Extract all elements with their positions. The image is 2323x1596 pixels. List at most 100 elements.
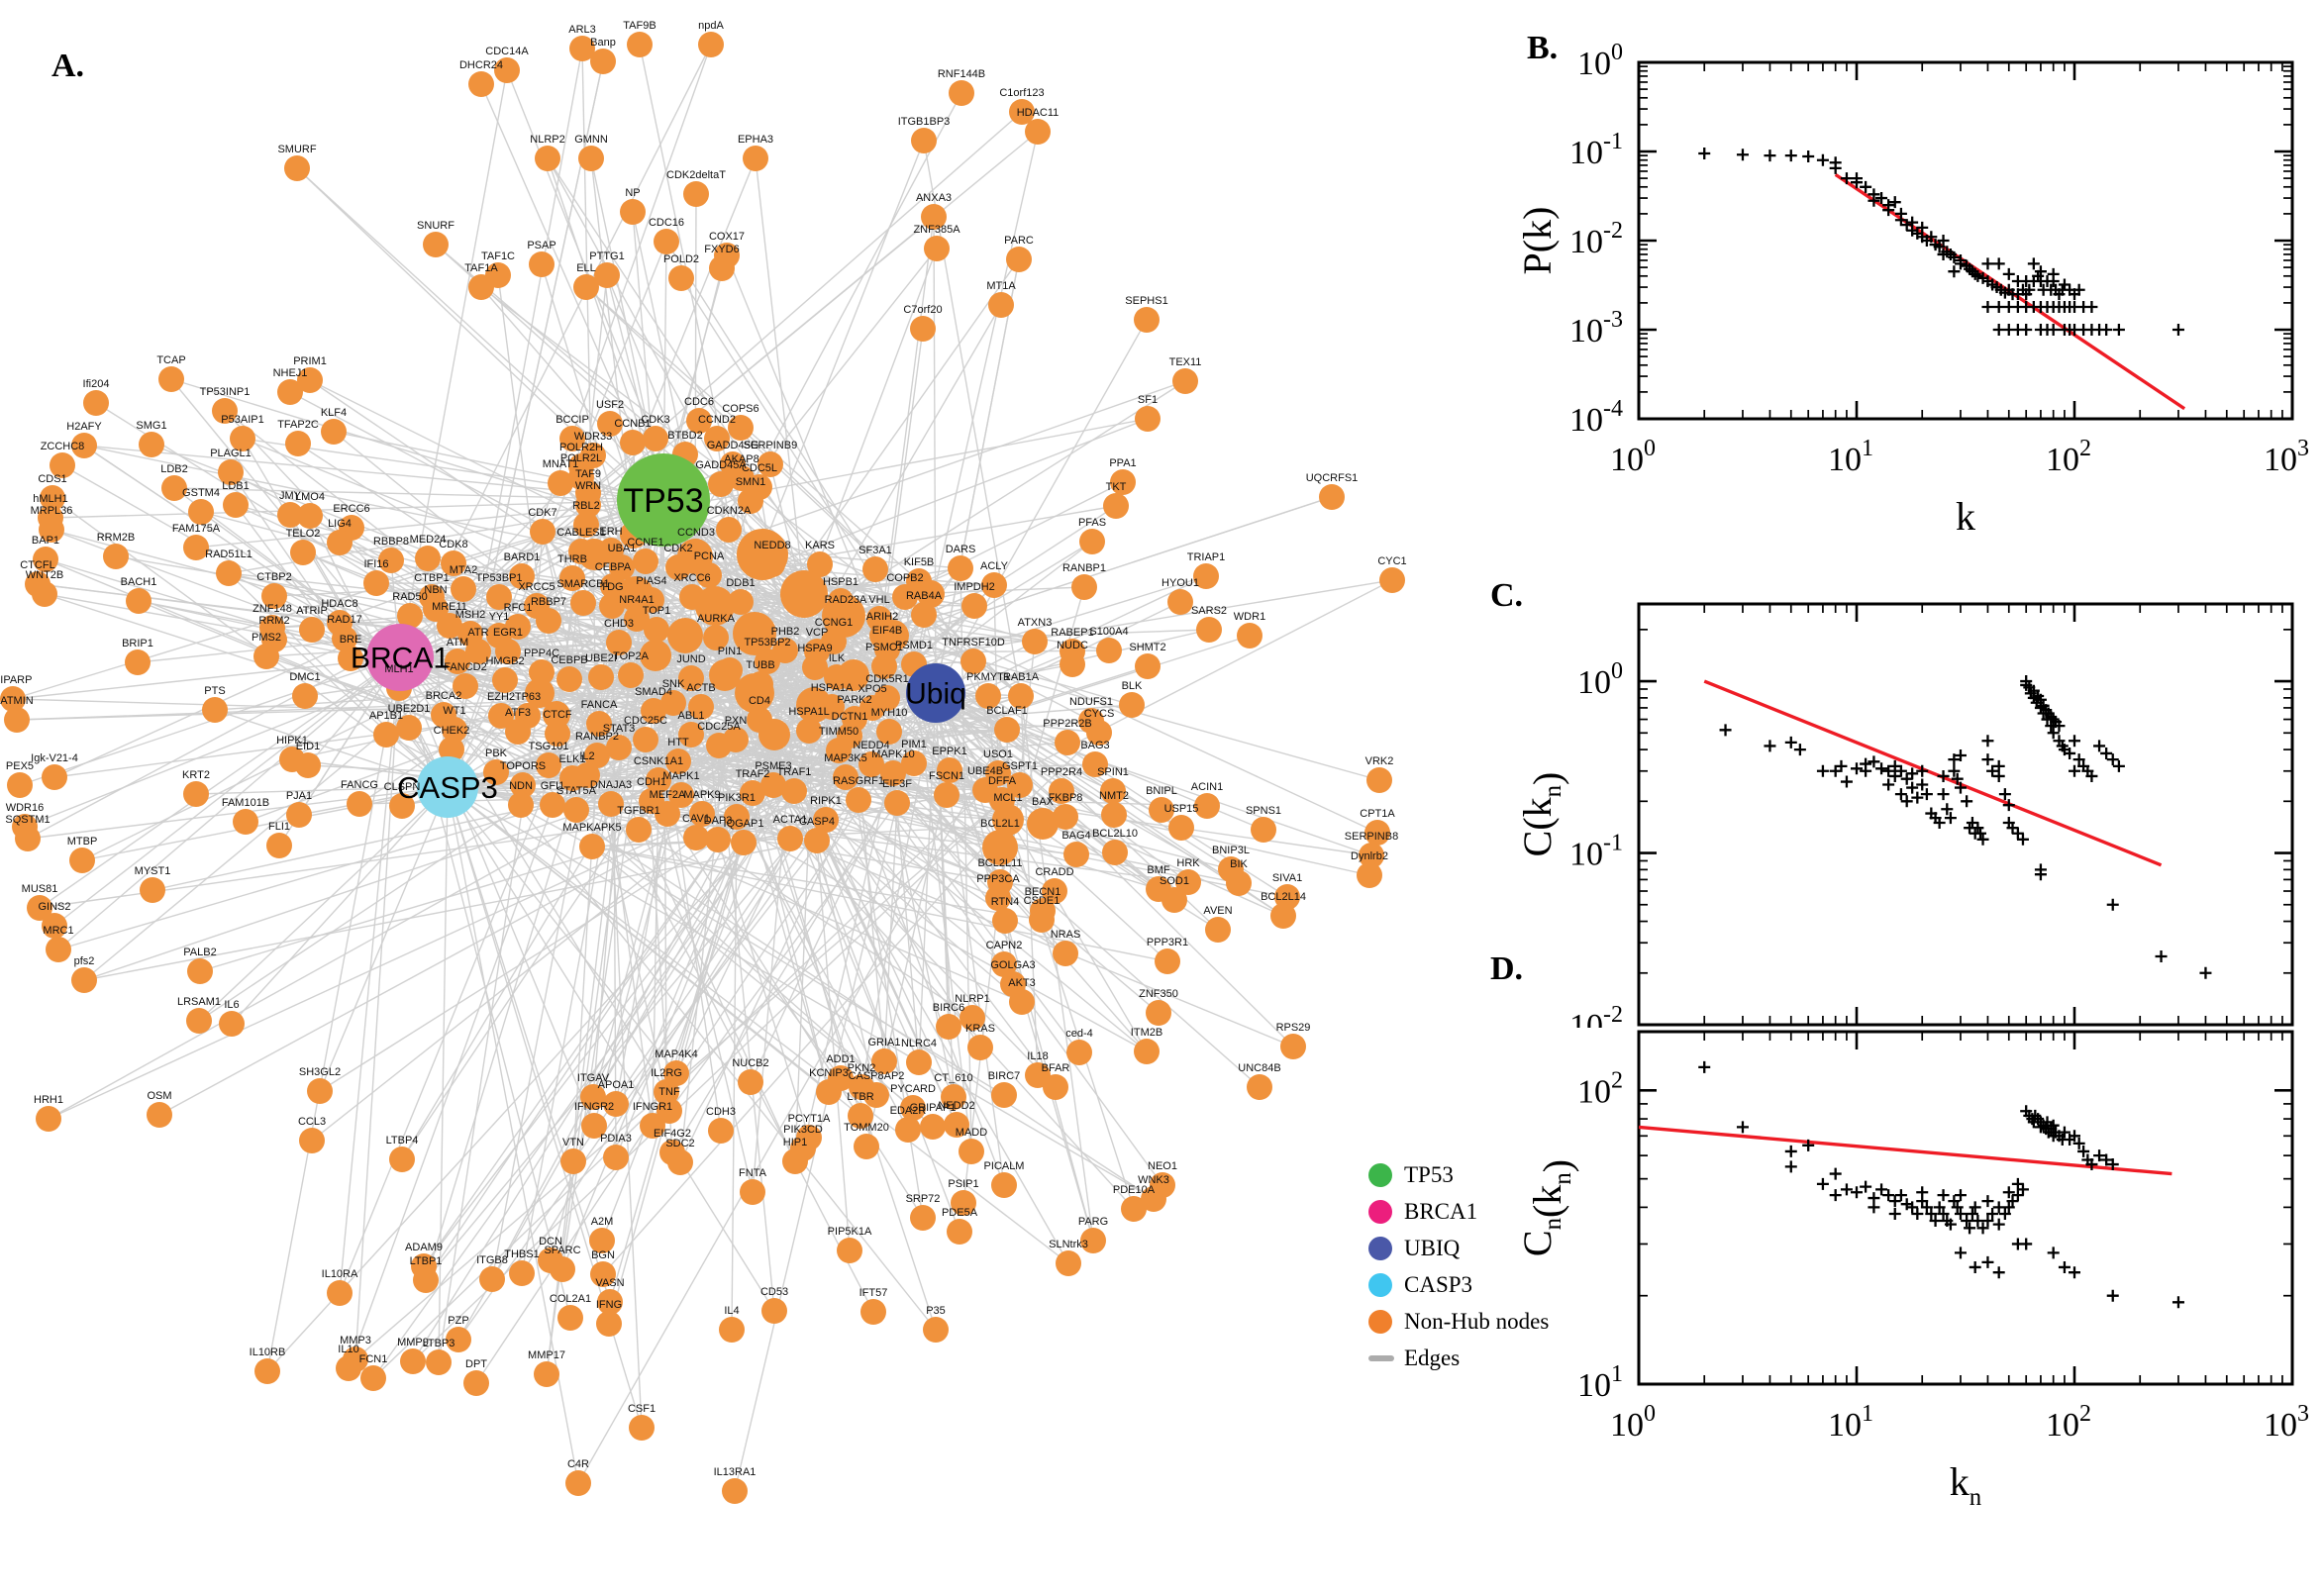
svg-text:100: 100 — [1610, 436, 1656, 478]
network-node-label: HIPK1 — [276, 735, 308, 747]
network-node — [735, 673, 774, 713]
network-node-label: PSMC1 — [865, 642, 903, 653]
network-node — [876, 719, 902, 745]
network-node — [453, 673, 478, 699]
network-node-label: WNK3 — [1138, 1174, 1169, 1186]
network-node-label: XRCC6 — [673, 572, 710, 584]
network-node-label: BAX — [1032, 796, 1055, 808]
network-node-label: SDC2 — [665, 1138, 694, 1149]
svg-text:103: 103 — [2264, 1401, 2309, 1444]
network-node — [33, 547, 58, 572]
network-node — [1247, 1074, 1272, 1100]
network-node — [959, 1139, 984, 1164]
network-node-label: THRB — [557, 553, 587, 565]
network-node-label: IFT57 — [859, 1287, 888, 1299]
network-node-label: PIP5K1A — [828, 1226, 872, 1238]
network-node-label: NDUFS1 — [1069, 696, 1113, 708]
network-node-label: SPNS1 — [1246, 805, 1281, 817]
network-node-label: FXYD6 — [704, 244, 739, 255]
network-node — [703, 625, 729, 650]
network-node-label: CD4 — [749, 695, 770, 707]
panel-d-label: D. — [1490, 950, 1524, 987]
network-node-label: PDE10A — [1113, 1184, 1156, 1196]
network-node-label: IL6 — [224, 999, 239, 1011]
network-node — [900, 1095, 926, 1121]
network-node-label: TCAP — [156, 354, 185, 366]
network-node — [581, 1113, 607, 1139]
network-node-label: RANBP2 — [575, 731, 619, 743]
network-node-label: EIF4G2 — [654, 1128, 691, 1140]
network-node — [871, 1048, 897, 1074]
network-node — [906, 1049, 932, 1075]
network-node-label: IL10 — [338, 1344, 358, 1355]
network-node — [1042, 878, 1067, 904]
legend-item: Edges — [1368, 1340, 1549, 1376]
network-node-label: WNT2B — [26, 569, 64, 581]
network-node-label: SNURF — [417, 220, 454, 232]
network-node — [233, 809, 258, 835]
network-node — [299, 1128, 325, 1153]
network-node — [1196, 617, 1222, 643]
network-node-label: TUBB — [746, 659, 774, 671]
network-node — [838, 659, 869, 691]
network-node-label: ABL1 — [678, 710, 705, 722]
network-node-label: VTN — [562, 1137, 584, 1148]
network-node-label: PTTG1 — [589, 250, 624, 262]
svg-text:10-1: 10-1 — [1569, 831, 1623, 873]
network-node — [0, 686, 26, 712]
network-node-label: ACIN1 — [1191, 781, 1223, 793]
network-node — [644, 617, 669, 643]
network-node-label: IFNG — [596, 1299, 622, 1311]
network-node — [126, 588, 152, 614]
network-node — [336, 1355, 361, 1381]
network-node-label: MLH1 — [384, 663, 413, 675]
network-node — [603, 1091, 629, 1117]
network-node — [219, 1011, 245, 1037]
network-node — [292, 683, 318, 709]
network-node-label: TP53BP1 — [475, 572, 522, 584]
network-node-label: LDB1 — [222, 480, 250, 492]
network-node-label: CYC1 — [1377, 555, 1406, 567]
network-node-label: APOA1 — [598, 1079, 635, 1091]
network-node — [1175, 869, 1201, 895]
legend-label: CASP3 — [1404, 1271, 1473, 1297]
network-node-label: npdA — [698, 20, 724, 32]
network-node — [640, 640, 671, 671]
network-node — [683, 181, 709, 207]
network-node — [606, 735, 632, 760]
network-node — [627, 32, 653, 57]
network-node — [1134, 307, 1160, 333]
network-node-label: ILK — [829, 652, 846, 664]
network-node — [396, 715, 422, 741]
network-node-label: UBE4B — [967, 765, 1003, 777]
network-node-label: WDR1 — [1234, 611, 1265, 623]
network-node — [338, 646, 363, 671]
network-node — [589, 1228, 615, 1253]
network-node-label: THBS1 — [504, 1248, 539, 1260]
legend-label: TP53 — [1404, 1161, 1454, 1187]
network-node-label: CEBPA — [595, 561, 632, 573]
network-node-label: ITGB8 — [476, 1254, 508, 1266]
network-node — [332, 626, 357, 651]
network-node-label: C1orf123 — [999, 87, 1044, 99]
network-node — [32, 581, 57, 607]
network-node-label: PSAP — [527, 240, 556, 251]
network-node — [629, 1415, 655, 1441]
network-node-label: DDB1 — [726, 577, 755, 589]
network-node-label: GMNN — [574, 134, 608, 146]
network-node — [488, 703, 514, 729]
network-node — [624, 606, 650, 632]
network-node — [46, 937, 71, 962]
network-node-label: PBK — [485, 748, 508, 759]
network-node — [910, 1205, 936, 1231]
network-node-label: ERCC6 — [333, 503, 369, 515]
network-node — [27, 895, 52, 921]
hub-node-ubiq — [906, 663, 965, 723]
scatter-points — [1719, 675, 2212, 979]
network-node-label: PSME3 — [755, 760, 791, 772]
network-node — [1364, 820, 1390, 846]
network-node — [556, 666, 582, 692]
network-node-label: NEDD4 — [853, 740, 889, 751]
network-node-label: CDC14A — [485, 46, 529, 57]
svg-text:102: 102 — [1577, 1067, 1623, 1110]
